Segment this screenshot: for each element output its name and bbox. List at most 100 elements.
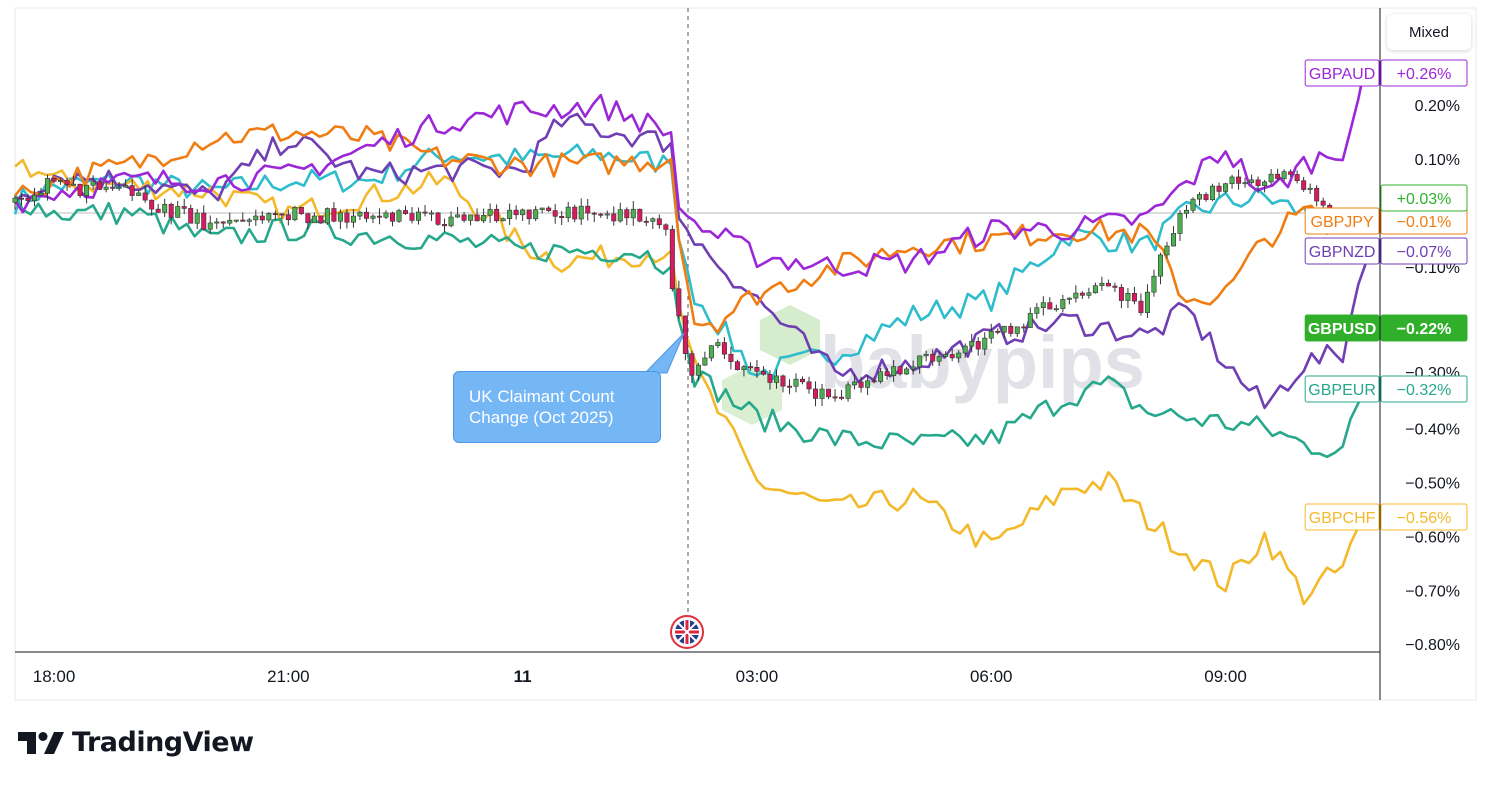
candle-body [747,366,753,369]
series-label-gbpeur: GBPEUR −0.32% [1304,375,1468,403]
candle-body [780,375,786,387]
candle-body [58,180,64,182]
candle-body [168,203,174,218]
candle-body [350,215,356,223]
series-value: −0.07% [1397,244,1452,261]
candle-body [71,183,77,186]
scale-mode-button[interactable]: Mixed [1387,14,1471,50]
candle-body [1157,254,1163,277]
candle-body [1242,182,1248,185]
candle-body [1034,307,1040,314]
candle-body [1151,275,1157,293]
candle-body [741,366,747,370]
candle-body [1112,285,1118,288]
candle-body [435,212,441,225]
candle-body [123,185,129,188]
candle-body [786,385,792,388]
candle-body [25,197,31,202]
candle-body [858,381,864,388]
candle-body [1131,293,1137,302]
series-value: −0.01% [1397,214,1452,231]
series-name: GBPEUR [1308,382,1376,399]
series-name-box [1304,375,1380,403]
candle-body [318,215,324,224]
candle-body [363,211,369,219]
y-tick-label: −0.70% [1405,583,1460,600]
candle-body [708,345,714,359]
candle-body [728,353,734,362]
candle-body [220,221,226,224]
series-name-box [1304,314,1380,342]
candle-body [669,229,675,290]
candle-body [565,206,571,218]
candle-body [572,206,578,220]
candle-body [136,192,142,196]
candle-body [324,208,330,224]
series-value: −0.56% [1397,510,1452,527]
y-tick-label: −0.50% [1405,476,1460,493]
candle-body [1190,198,1196,211]
candle-body [734,361,740,370]
candle-body [904,368,910,375]
candle-body [422,211,428,214]
candle-body [279,213,285,216]
candle-body [1066,297,1072,300]
candle-body [1073,292,1079,299]
candle-body [1307,187,1313,190]
candle-body [552,210,558,217]
uk-flag-icon[interactable] [670,615,704,649]
candle-body [201,212,207,230]
candle-body [142,192,148,201]
candle-body [800,378,806,383]
candle-body [77,183,83,196]
candle-body [839,396,845,399]
watermark-text: babypips [820,321,1145,404]
candle-body [826,388,832,398]
candle-body [969,341,975,347]
candle-body [721,342,727,355]
series-line-gbpaud [13,61,1368,277]
x-tick-label: 18:00 [33,667,76,686]
candle-body [1138,300,1144,313]
candle-body [402,210,408,214]
y-tick-label: 0.10% [1415,152,1460,169]
candle-body [539,207,545,210]
series-label-gbpaud: GBPAUD +0.26% [1304,59,1468,87]
candle-body [1099,282,1105,286]
candle-body [376,215,382,218]
candle-body [1210,185,1216,200]
candle-body [1092,285,1098,294]
candle-body [442,224,448,227]
series-name-box [1304,207,1380,235]
extra-value-box [1380,184,1468,212]
candle-body [956,352,962,359]
series-label-gbpusd: GBPUSD −0.22% [1304,314,1468,342]
candle-body [1170,233,1176,247]
candle-body [175,206,181,218]
candle-body [865,380,871,388]
series-value-box [1380,503,1468,531]
candle-body [598,213,604,216]
candle-body [1079,292,1085,296]
candle-body [292,207,298,221]
candle-body [337,212,343,222]
candle-body [852,381,858,386]
candle-body [246,219,252,222]
tradingview-logo[interactable]: TradingView [18,727,254,758]
candle-body [689,353,695,376]
candle-body [1086,292,1092,296]
callout-line-2: Change (Oct 2025) [469,408,614,427]
candle-body [1294,174,1300,181]
gbpusd-candles [12,168,1333,407]
candle-body [84,184,90,196]
candle-body [12,197,18,203]
candle-body [604,213,610,216]
callout-line-1: UK Claimant Count [469,387,615,406]
series-line-gbpchf [14,158,1368,606]
extra-value: +0.03% [1397,191,1452,208]
candle-body [975,341,981,350]
candle-body [448,216,454,227]
candle-body [630,208,636,219]
candle-body [930,354,936,362]
series-label-gbpnzd: GBPNZD −0.07% [1304,237,1468,265]
